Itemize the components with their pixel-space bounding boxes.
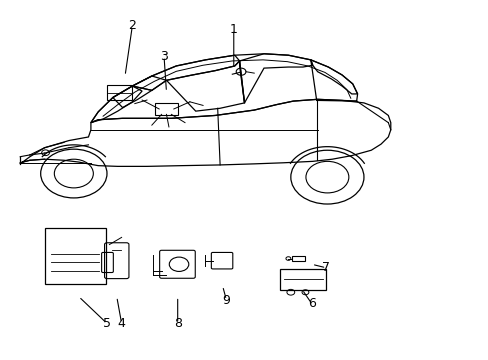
Text: 4: 4: [118, 317, 125, 330]
Text: 7: 7: [322, 261, 330, 274]
Text: 9: 9: [222, 294, 230, 307]
Text: 5: 5: [103, 317, 111, 330]
Text: 6: 6: [307, 297, 315, 310]
Text: 1: 1: [229, 23, 237, 36]
Text: 8: 8: [173, 317, 182, 330]
Text: 3: 3: [160, 50, 168, 63]
Text: 2: 2: [128, 19, 136, 32]
